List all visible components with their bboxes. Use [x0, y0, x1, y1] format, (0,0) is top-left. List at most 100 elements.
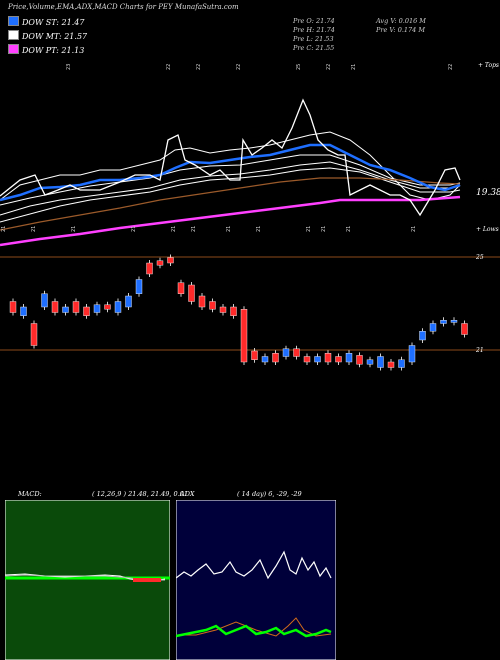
low-date-label: 21	[306, 226, 312, 232]
candle	[177, 282, 185, 294]
legend-mt-swatch	[8, 30, 19, 40]
candle	[251, 350, 258, 361]
ohlc-close: Pre C: 21.55	[293, 44, 335, 52]
low-date-label: 21	[256, 226, 262, 232]
candle	[20, 306, 27, 317]
ema-lines	[0, 98, 461, 247]
top-date-label: 22	[196, 64, 202, 70]
ohlc-open: Pre O: 21.74	[293, 17, 335, 25]
candle	[272, 353, 279, 363]
candle	[345, 353, 353, 363]
low-date-label: 21	[346, 226, 352, 232]
candle	[230, 306, 237, 317]
last-price-label: 19.38	[476, 188, 500, 198]
candle	[41, 293, 48, 308]
ema-brown	[0, 177, 461, 231]
adx-label: ADX	[180, 490, 195, 498]
top-date-label: 22	[448, 64, 454, 70]
candle	[125, 295, 132, 308]
low-date-label: 21	[71, 226, 77, 232]
legend-st: DOW ST: 21.47	[8, 16, 84, 27]
legend-pt: DOW PT: 21.13	[8, 44, 84, 55]
candle	[198, 295, 206, 308]
candle	[303, 356, 311, 363]
tops-label: + Tops	[478, 62, 500, 69]
candle	[104, 304, 111, 310]
low-date-label: 21	[131, 226, 137, 232]
candle-upper-label: 25	[476, 254, 484, 261]
candle	[324, 353, 332, 363]
macd-label: MACD:	[18, 490, 42, 498]
low-date-label: 21	[411, 226, 417, 232]
candle	[146, 262, 153, 275]
legend-pt-swatch	[8, 44, 19, 54]
candle	[366, 359, 374, 365]
ema-magenta	[0, 195, 461, 247]
candle	[93, 304, 101, 313]
adx-panel	[176, 500, 336, 660]
top-date-label: 25	[296, 64, 302, 70]
legend-st-swatch	[8, 16, 19, 26]
candle	[9, 301, 17, 313]
candle	[450, 320, 458, 323]
adx-di-white	[176, 550, 332, 580]
low-dates-group: 21 21 21 21 21 21 21 21 21 21 21 21	[1, 226, 417, 232]
top-date-label: 22	[326, 64, 332, 70]
adx-green	[176, 624, 332, 638]
candle	[209, 301, 216, 310]
candle	[114, 301, 122, 313]
candle	[83, 306, 90, 317]
candle	[261, 356, 269, 363]
candle	[188, 284, 195, 302]
pre-volume: Pre V: 0.174 M	[376, 26, 426, 34]
candle-lower-label: 21	[476, 347, 484, 354]
legend-mt-label: DOW MT: 21.57	[22, 32, 88, 41]
candle	[408, 345, 416, 363]
low-date-label: 21	[191, 226, 197, 232]
candle	[293, 348, 300, 357]
lows-label: + Lows	[476, 226, 499, 233]
ohlc-low: Pre L: 21.53	[293, 35, 334, 43]
price-white-line	[0, 98, 461, 217]
candles-group	[9, 254, 468, 371]
price-chart: 23 22 22 22 25 22 21 22 21 21 21 21 21 21 21 21 21 21 21 2…	[0, 64, 500, 371]
candle	[72, 301, 80, 313]
candle	[156, 260, 164, 266]
ema-white-fast	[0, 131, 461, 201]
ohlc-high: Pre H: 21.74	[293, 26, 335, 34]
candle	[135, 279, 143, 295]
candle	[398, 359, 405, 368]
candle	[240, 309, 248, 363]
top-date-label: 21	[351, 64, 357, 70]
candle	[314, 356, 321, 363]
top-date-label: 22	[166, 64, 172, 70]
legend-st-label: DOW ST: 21.47	[22, 18, 85, 27]
macd-params: ( 12,26,9 ) 21.48, 21.49, 0.01	[92, 490, 189, 498]
low-date-label: 21	[171, 226, 177, 232]
candle	[429, 323, 437, 332]
candle	[51, 301, 59, 313]
top-date-label: 23	[66, 64, 72, 70]
legend-pt-label: DOW PT: 21.13	[22, 46, 85, 55]
candle	[282, 348, 290, 357]
top-dates-group: 23 22 22 22 25 22 21 22	[66, 64, 454, 70]
avg-volume: Avg V: 0.016 M	[376, 17, 426, 25]
candle	[30, 323, 38, 346]
legend-mt: DOW MT: 21.57	[8, 30, 87, 41]
candle	[440, 320, 447, 324]
ema-blue-st	[0, 143, 461, 202]
low-date-label: 21	[321, 226, 327, 232]
low-date-label: 21	[31, 226, 37, 232]
chart-title: Price,Volume,EMA,ADX,MACD Charts for PEY…	[8, 3, 239, 11]
candle	[356, 355, 363, 365]
macd-histogram-red	[133, 578, 161, 582]
candle	[419, 331, 426, 341]
candle	[461, 323, 468, 335]
candle	[62, 306, 69, 313]
candle	[377, 356, 384, 368]
low-date-label: 21	[1, 226, 7, 232]
top-date-label: 22	[236, 64, 242, 70]
candle	[387, 361, 395, 368]
candle	[219, 306, 227, 313]
candle	[335, 356, 342, 363]
